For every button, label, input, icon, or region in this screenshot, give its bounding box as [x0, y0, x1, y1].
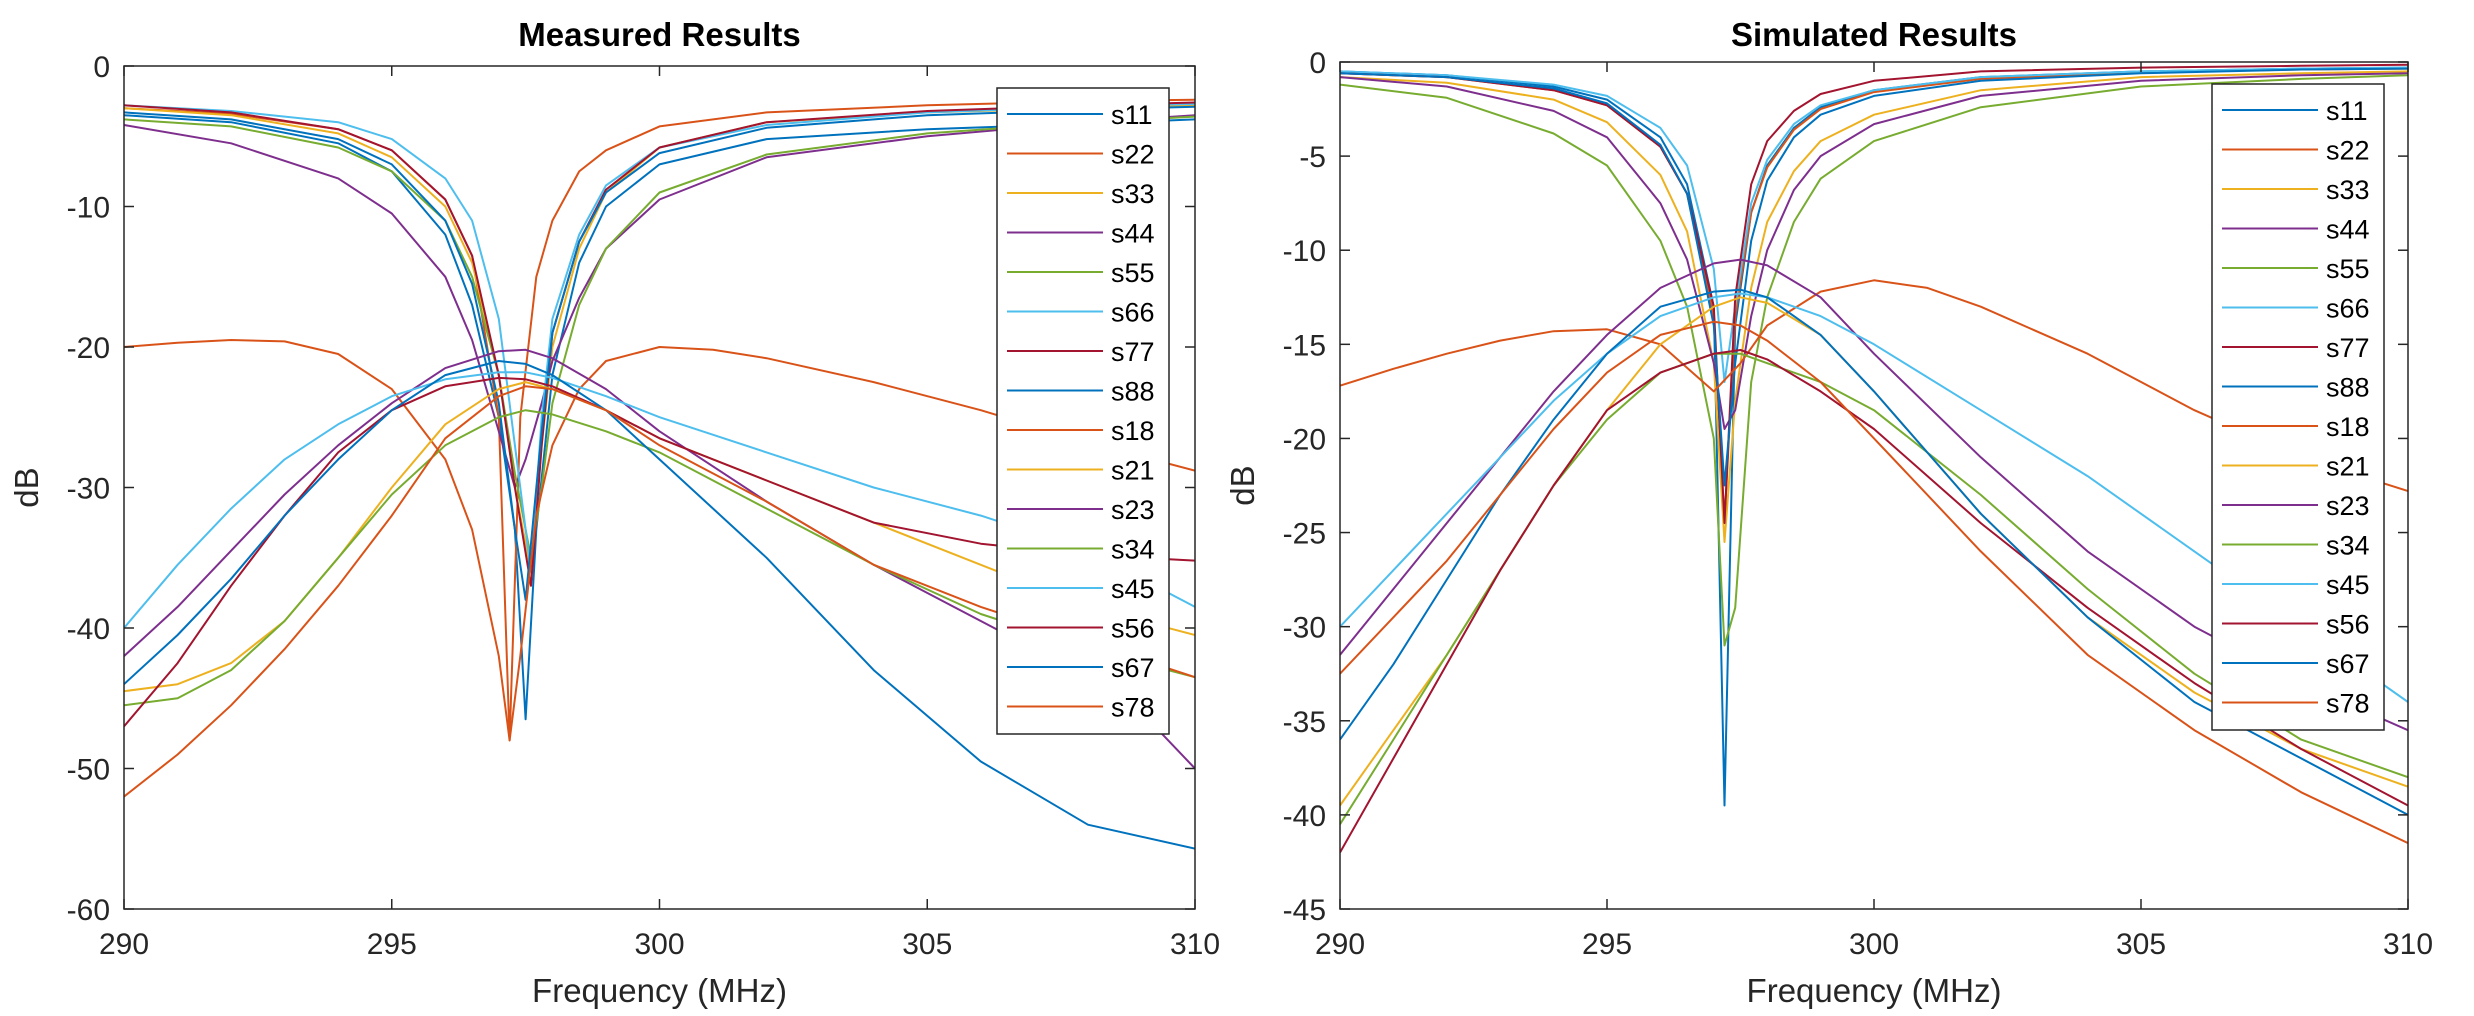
legend-label-s67: s67: [1111, 653, 1155, 683]
legend-label-s33: s33: [2326, 175, 2370, 205]
y-axis-label: dB: [1224, 465, 1261, 505]
legend-label-s78: s78: [1111, 693, 1155, 723]
series-line-s56: [1340, 349, 2408, 853]
series-line-s56: [124, 376, 1195, 728]
legend-label-s77: s77: [1111, 337, 1155, 367]
y-tick-label: -10: [1283, 235, 1326, 268]
legend-label-s22: s22: [2326, 136, 2370, 166]
legend-label-s77: s77: [2326, 333, 2370, 363]
measured-results-panel: 290 295 300 305 310 0 -10 -20 -30 -40 -50 -60 Measur…: [8, 16, 1220, 1009]
legend-label-s45: s45: [1111, 574, 1155, 604]
series-line-s34: [124, 409, 1195, 707]
x-tick-label: 310: [1170, 928, 1220, 961]
y-tick-label: -10: [67, 192, 110, 225]
legend-label-s66: s66: [1111, 298, 1155, 328]
series-line-s67: [1340, 288, 2408, 816]
chart-title: Measured Results: [518, 16, 800, 53]
y-tick-label: -40: [67, 613, 110, 646]
chart-title: Simulated Results: [1731, 16, 2017, 53]
series-line-s18: [124, 339, 1195, 742]
y-tick-label: -30: [67, 473, 110, 506]
series-line-s55: [1340, 74, 2408, 647]
legend-label-s34: s34: [1111, 535, 1155, 565]
y-tick-label: -50: [67, 754, 110, 787]
y-tick-label: -35: [1283, 706, 1326, 739]
legend-label-s23: s23: [1111, 495, 1155, 525]
legend-label-s18: s18: [2326, 412, 2370, 442]
series-line-s44: [1340, 72, 2408, 430]
x-tick-label: 300: [1849, 928, 1899, 961]
x-axis-label: Frequency (MHz): [532, 972, 787, 1009]
legend-label-s21: s21: [1111, 456, 1155, 486]
x-tick-label: 310: [2383, 928, 2433, 961]
series-line-s66: [1340, 66, 2408, 383]
series-group: [1340, 63, 2408, 853]
legend: s11 s22 s33 s44 s55 s66 s77 s88 s18 s21 s23 s34 s45 s…: [996, 87, 1170, 735]
legend-label-s23: s23: [2326, 491, 2370, 521]
legend-label-s56: s56: [1111, 614, 1155, 644]
series-line-s18: [1340, 279, 2408, 493]
legend-label-s44: s44: [2326, 215, 2370, 245]
legend-label-s55: s55: [2326, 254, 2370, 284]
x-tick-label: 295: [1582, 928, 1632, 961]
legend-label-s78: s78: [2326, 689, 2370, 719]
y-tick-label: -45: [1283, 894, 1326, 927]
series-line-s45: [124, 371, 1195, 629]
legend-label-s44: s44: [1111, 219, 1155, 249]
series-line-s45: [1340, 292, 2408, 703]
series-line-s23: [1340, 258, 2408, 732]
legend-label-s11: s11: [2326, 96, 2368, 126]
series-line-s34: [1340, 352, 2408, 825]
legend-label-s88: s88: [1111, 377, 1155, 407]
series-line-s88: [1340, 67, 2408, 487]
y-tick-label: -15: [1283, 329, 1326, 362]
legend-label-s22: s22: [1111, 140, 1155, 170]
x-tick-label: 300: [634, 928, 684, 961]
legend-label-s21: s21: [2326, 452, 2370, 482]
legend-label-s34: s34: [2326, 531, 2370, 561]
simulated-results-panel: 290 295 300 305 310 0 -5 -10 -15 -20 -25 -30 -35 -40 -…: [1224, 16, 2433, 1009]
x-tick-label: 305: [902, 928, 952, 961]
y-tick-label: 0: [1309, 47, 1326, 80]
series-line-s78: [124, 385, 1195, 798]
series-line-s33: [1340, 70, 2408, 543]
series-line-s78: [1340, 320, 2408, 845]
x-tick-label: 295: [367, 928, 417, 961]
y-tick-label: -25: [1283, 518, 1326, 551]
series-line-s77: [1340, 63, 2408, 525]
x-tick-label: 290: [1315, 928, 1365, 961]
series-line-s67: [124, 360, 1195, 850]
y-axis-label: dB: [8, 467, 45, 507]
legend-label-s18: s18: [1111, 416, 1155, 446]
legend-label-s88: s88: [2326, 373, 2370, 403]
x-tick-label: 290: [99, 928, 149, 961]
legend-label-s66: s66: [2326, 294, 2370, 324]
y-tick-label: -30: [1283, 612, 1326, 645]
y-tick-label: -20: [67, 332, 110, 365]
series-line-s21: [124, 381, 1195, 693]
legend-label-s45: s45: [2326, 570, 2370, 600]
y-tick-label: -60: [67, 894, 110, 927]
legend-label-s55: s55: [1111, 258, 1155, 288]
series-line-s44: [124, 114, 1195, 489]
legend-label-s11: s11: [1111, 100, 1153, 130]
y-tick-label: -20: [1283, 423, 1326, 456]
legend-box: [2211, 83, 2385, 731]
legend: s11 s22 s33 s44 s55 s66 s77 s88 s18 s21 s23 s34 s45 s…: [2211, 83, 2385, 731]
x-tick-label: 305: [2116, 928, 2166, 961]
legend-label-s56: s56: [2326, 610, 2370, 640]
y-tick-label: -5: [1299, 141, 1326, 174]
series-line-s88: [124, 105, 1195, 601]
y-tick-label: -40: [1283, 800, 1326, 833]
legend-label-s67: s67: [2326, 649, 2370, 679]
x-axis-label: Frequency (MHz): [1747, 972, 2002, 1009]
y-tick-label: 0: [93, 51, 110, 84]
legend-box: [996, 87, 1170, 735]
legend-label-s33: s33: [1111, 179, 1155, 209]
